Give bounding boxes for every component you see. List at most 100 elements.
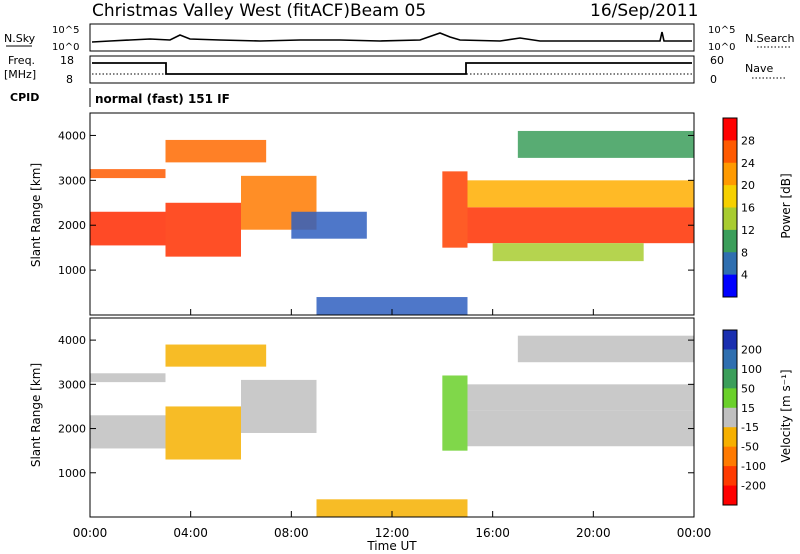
freq-unit: [MHz] bbox=[4, 68, 36, 81]
velocity-colorbar-swatch-4 bbox=[723, 407, 737, 428]
velocity-echo-band-5 bbox=[316, 499, 468, 517]
cpid-label: CPID bbox=[10, 91, 39, 104]
power-colorbar-swatch-5 bbox=[723, 229, 737, 253]
freq-panel-frame bbox=[89, 55, 695, 84]
nsky-label: N.Sky bbox=[4, 32, 36, 45]
velocity-colorbar-label: Velocity [m s⁻¹] bbox=[779, 369, 793, 462]
nave-tick-top: 60 bbox=[710, 54, 724, 67]
power-echo-band-9 bbox=[467, 180, 694, 208]
velocity-colorbar-tick-1: 100 bbox=[741, 363, 762, 376]
power-echo-band-5 bbox=[291, 211, 367, 239]
velocity-colorbar-tick-5: -50 bbox=[741, 441, 759, 454]
power-ytick-label-1000: 1000 bbox=[58, 264, 86, 277]
power-colorbar-swatch-6 bbox=[723, 252, 737, 276]
velocity-ytick-label-2000: 2000 bbox=[58, 423, 86, 436]
power-colorbar-swatch-7 bbox=[723, 274, 737, 298]
power-colorbar-swatch-1 bbox=[723, 140, 737, 164]
velocity-colorbar-tick-7: -200 bbox=[741, 480, 766, 493]
xtick-label-3: 12:00 bbox=[375, 526, 410, 540]
velocity-ytick-label-1000: 1000 bbox=[58, 467, 86, 480]
velocity-echo-band-9 bbox=[517, 335, 694, 363]
velocity-colorbar-swatch-0 bbox=[723, 330, 737, 350]
velocity-colorbar-tick-2: 50 bbox=[741, 382, 755, 395]
xaxis-label: Time UT bbox=[366, 539, 417, 553]
velocity-echo-band-2 bbox=[165, 344, 267, 367]
xtick-label-4: 16:00 bbox=[475, 526, 510, 540]
power-echo-band-2 bbox=[165, 139, 267, 163]
power-echo-band-11 bbox=[517, 130, 694, 158]
velocity-colorbar-tick-4: -15 bbox=[741, 421, 759, 434]
power-colorbar-label: Power [dB] bbox=[779, 173, 793, 238]
velocity-echo-band-6 bbox=[442, 375, 468, 451]
velocity-colorbar-tick-6: -100 bbox=[741, 460, 766, 473]
power-colorbar-swatch-2 bbox=[723, 162, 737, 186]
nsky-tick-top: 10^5 bbox=[52, 25, 79, 36]
power-ytick-label-2000: 2000 bbox=[58, 219, 86, 232]
velocity-colorbar-swatch-7 bbox=[723, 466, 737, 487]
beam-title: Beam 05 bbox=[350, 1, 426, 21]
power-colorbar-tick-4: 12 bbox=[741, 224, 755, 237]
power-echo-band-8 bbox=[467, 207, 694, 244]
velocity-echo-band-7 bbox=[467, 410, 694, 447]
xtick-label-1: 04:00 bbox=[173, 526, 208, 540]
power-echo-band-3 bbox=[165, 202, 241, 257]
power-colorbar-frame bbox=[722, 117, 738, 298]
velocity-echo-band-4 bbox=[241, 379, 317, 433]
xtick-label-2: 08:00 bbox=[274, 526, 309, 540]
velocity-colorbar-tick-0: 200 bbox=[741, 343, 762, 356]
velocity-echo-band-0 bbox=[90, 373, 166, 383]
velocity-colorbar-swatch-5 bbox=[723, 427, 737, 448]
nsearch-tick-top: 10^5 bbox=[708, 25, 735, 36]
velocity-colorbar-tick-3: 15 bbox=[741, 402, 755, 415]
freq-series bbox=[92, 62, 692, 75]
velocity-echo-band-1 bbox=[90, 415, 166, 449]
velocity-colorbar-frame bbox=[722, 329, 738, 506]
power-colorbar-tick-2: 20 bbox=[741, 179, 755, 192]
nsky-panel-frame bbox=[89, 23, 695, 52]
velocity-ytick-label-4000: 4000 bbox=[58, 334, 86, 347]
nsky-tick-bottom: 10^0 bbox=[52, 42, 79, 53]
velocity-echo-band-8 bbox=[467, 384, 694, 411]
velocity-panel: 1000 2000 3000 4000 bbox=[58, 317, 695, 518]
nsearch-tick-bottom: 10^0 bbox=[708, 42, 735, 53]
power-echo-band-7 bbox=[442, 171, 468, 248]
power-colorbar-tick-5: 8 bbox=[741, 246, 748, 259]
velocity-ytick-label-3000: 3000 bbox=[58, 378, 86, 391]
xtick-label-5: 20:00 bbox=[576, 526, 611, 540]
station-title: Christmas Valley West (fitACF) bbox=[92, 1, 350, 21]
power-ylabel: Slant Range [km] bbox=[29, 163, 43, 267]
nsearch-label: N.Search bbox=[745, 32, 795, 45]
power-colorbar-tick-6: 4 bbox=[741, 269, 748, 282]
power-ytick-label-4000: 4000 bbox=[58, 129, 86, 142]
power-colorbar-tick-0: 28 bbox=[741, 134, 755, 147]
power-panel: 1000 2000 3000 4000 bbox=[58, 112, 695, 316]
nsky-series bbox=[91, 31, 692, 43]
date-title: 16/Sep/2011 bbox=[590, 1, 698, 21]
power-echo-band-1 bbox=[90, 211, 166, 246]
power-colorbar: 28 24 20 16 12 8 4 bbox=[722, 117, 755, 298]
velocity-colorbar-swatch-1 bbox=[723, 349, 737, 370]
velocity-ylabel: Slant Range [km] bbox=[29, 363, 43, 467]
freq-label: Freq. bbox=[8, 54, 35, 67]
power-echo-band-0 bbox=[90, 169, 166, 179]
freq-tick-top: 18 bbox=[60, 54, 74, 67]
velocity-colorbar-swatch-6 bbox=[723, 446, 737, 467]
power-ytick-label-3000: 3000 bbox=[58, 174, 86, 187]
velocity-colorbar: 200 100 50 15 -15 -50 -100 -200 bbox=[722, 329, 766, 506]
cpid-value: normal (fast) 151 IF bbox=[95, 92, 230, 106]
power-colorbar-swatch-0 bbox=[723, 118, 737, 141]
time-axis: 00:00 04:00 08:00 12:00 16:00 20:00 00:00 bbox=[73, 526, 712, 540]
velocity-echo-band-3 bbox=[165, 406, 241, 460]
power-echo-band-10 bbox=[492, 243, 644, 262]
power-echo-band-6 bbox=[316, 297, 468, 315]
velocity-colorbar-swatch-8 bbox=[723, 485, 737, 506]
velocity-colorbar-swatch-3 bbox=[723, 388, 737, 409]
freq-tick-bottom: 8 bbox=[66, 73, 73, 86]
power-colorbar-tick-3: 16 bbox=[741, 202, 755, 215]
power-colorbar-swatch-4 bbox=[723, 207, 737, 231]
velocity-colorbar-swatch-2 bbox=[723, 368, 737, 389]
power-colorbar-tick-1: 24 bbox=[741, 157, 755, 170]
nave-label: Nave bbox=[745, 62, 773, 75]
xtick-label-6: 00:00 bbox=[677, 526, 712, 540]
